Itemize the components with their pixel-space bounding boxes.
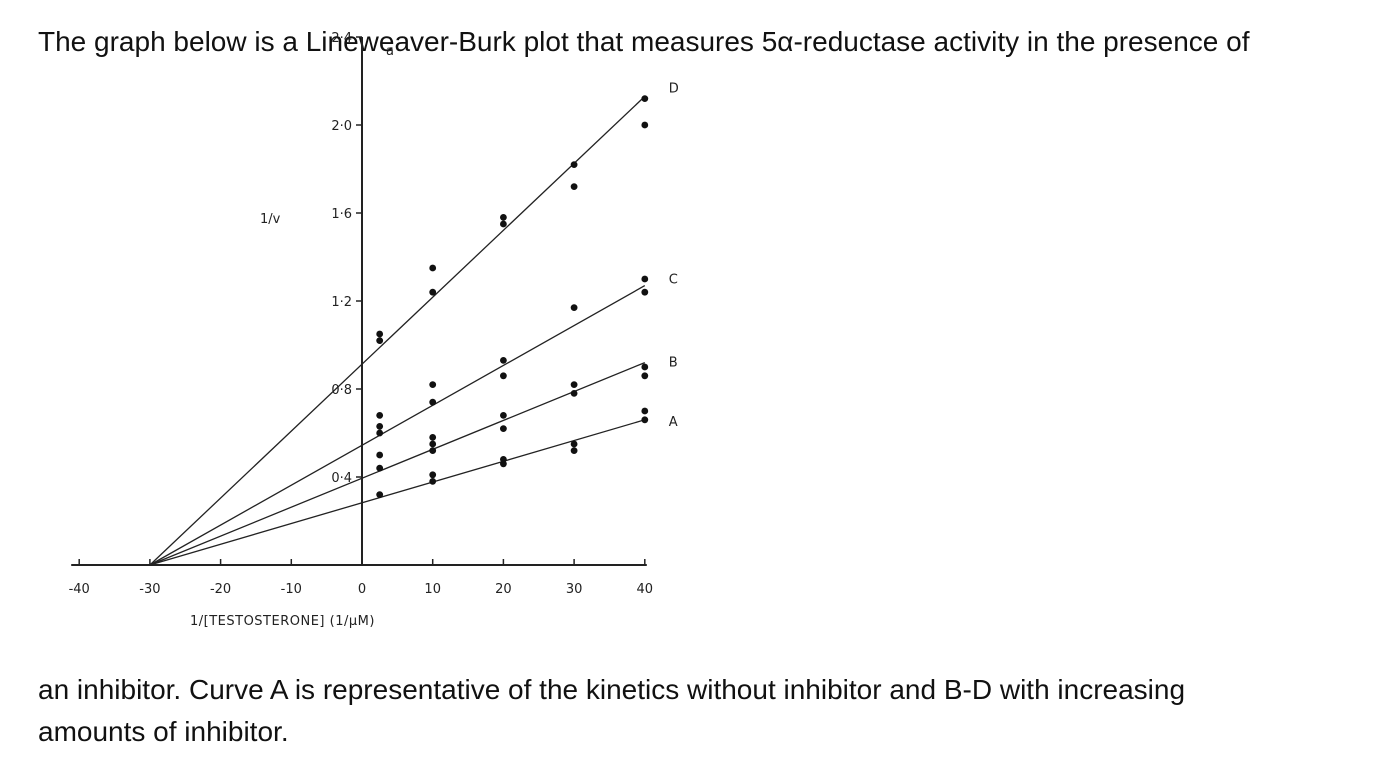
y-tick-label: 1·6 bbox=[331, 207, 352, 222]
data-point-b bbox=[500, 425, 507, 432]
data-point-b bbox=[429, 440, 437, 448]
data-point-a bbox=[641, 407, 649, 415]
series-line-c bbox=[149, 285, 646, 566]
y-tick-label: 2·4 bbox=[331, 31, 352, 46]
data-point-d bbox=[500, 220, 507, 228]
data-point-a bbox=[570, 440, 578, 448]
y-tick-label: 0·8 bbox=[331, 383, 352, 398]
data-point-b bbox=[570, 381, 578, 388]
data-point-d bbox=[570, 161, 578, 169]
data-point-d bbox=[641, 121, 649, 129]
data-point-d bbox=[500, 214, 507, 221]
x-tick-label: 20 bbox=[495, 582, 512, 597]
intro-text-part1: The graph below is a Lineweaver-Burk plo… bbox=[38, 26, 778, 57]
chart-labels: -40 -30 -20 -10 0 10 20 30 40 0·4 0·8 1·2 1·6 2·0 2·4 A… bbox=[69, 31, 679, 629]
x-tick-label: -40 bbox=[69, 582, 90, 597]
question-intro-text: The graph below is a Lineweaver-Burk plo… bbox=[38, 22, 1368, 62]
data-point-c bbox=[641, 288, 649, 296]
data-point-b bbox=[429, 447, 437, 454]
series-line-b bbox=[149, 361, 646, 566]
x-tick-label: 40 bbox=[637, 582, 654, 597]
data-point-d bbox=[429, 264, 437, 272]
data-point-b bbox=[641, 372, 649, 380]
data-point-c bbox=[500, 372, 507, 380]
y-tick-label: 2·0 bbox=[331, 119, 352, 134]
data-point-c bbox=[500, 357, 507, 364]
series-line-a bbox=[149, 419, 645, 566]
x-tick-label: 30 bbox=[566, 582, 583, 597]
series-label-a: A bbox=[669, 415, 678, 430]
panel-label: a bbox=[386, 44, 394, 59]
data-point-a bbox=[376, 491, 384, 498]
data-point-a bbox=[570, 447, 578, 454]
series-line-d bbox=[149, 95, 646, 566]
x-tick-label: 10 bbox=[424, 582, 441, 597]
data-point-a bbox=[641, 416, 649, 424]
data-point-b bbox=[570, 390, 578, 397]
y-tick-label: 1·2 bbox=[331, 295, 352, 310]
continuation-line-2: amounts of inhibitor. bbox=[38, 716, 289, 747]
data-point-c bbox=[429, 398, 437, 406]
y-axis-label: 1/v bbox=[260, 212, 281, 227]
data-point-a bbox=[429, 471, 437, 479]
data-point-b bbox=[500, 412, 507, 419]
y-tick-label: 0·4 bbox=[331, 471, 352, 486]
question-continuation-text: an inhibitor. Curve A is representative … bbox=[38, 669, 1368, 753]
data-point-c bbox=[376, 412, 384, 419]
continuation-line-1: an inhibitor. Curve A is representative … bbox=[38, 674, 1186, 705]
data-point-b bbox=[376, 451, 384, 459]
data-point-b bbox=[641, 363, 649, 371]
series-points bbox=[376, 95, 649, 498]
x-tick-label: 0 bbox=[358, 582, 366, 597]
alpha-symbol: α bbox=[777, 26, 794, 57]
series-label-c: C bbox=[669, 273, 678, 288]
data-point-d bbox=[641, 95, 649, 102]
x-tick-label: -30 bbox=[139, 582, 160, 597]
x-axis-title: 1/[TESTOSTERONE] (1/μM) bbox=[190, 614, 375, 629]
series-lines bbox=[149, 95, 646, 566]
data-point-a bbox=[429, 478, 437, 485]
data-point-c bbox=[376, 423, 384, 430]
data-point-c bbox=[570, 304, 578, 311]
data-point-b bbox=[429, 434, 437, 441]
x-tick-label: -20 bbox=[210, 582, 231, 597]
data-point-d bbox=[429, 288, 437, 296]
intro-text-part2: -reductase activity in the presence of bbox=[793, 26, 1250, 57]
series-label-b: B bbox=[669, 356, 678, 371]
data-point-b bbox=[376, 464, 384, 472]
data-point-d bbox=[376, 330, 384, 338]
data-point-d bbox=[376, 337, 384, 344]
series-label-d: D bbox=[669, 81, 679, 96]
data-point-c bbox=[376, 429, 384, 437]
data-point-c bbox=[429, 381, 437, 388]
x-tick-label: -10 bbox=[281, 582, 302, 597]
data-point-d bbox=[570, 183, 578, 191]
chart-axes bbox=[71, 36, 647, 566]
data-point-a bbox=[500, 456, 507, 463]
data-point-c bbox=[641, 275, 649, 283]
